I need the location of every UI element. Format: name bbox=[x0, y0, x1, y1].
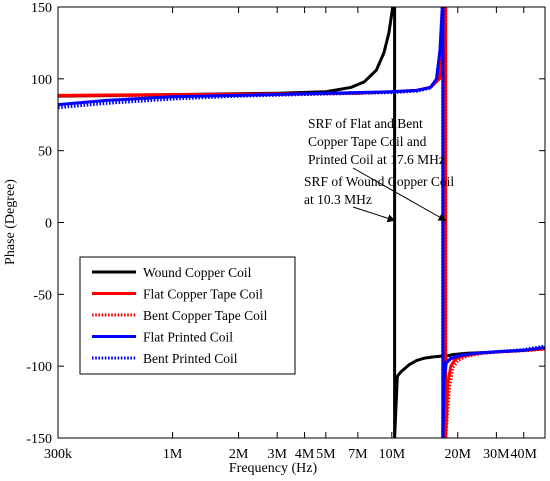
x-tick-label: 300k bbox=[44, 447, 72, 462]
x-tick-label: 5M bbox=[316, 447, 336, 462]
y-tick-label: -50 bbox=[33, 288, 52, 303]
y-axis-ticks: -150 -100 -50 0 50 100 150 bbox=[26, 1, 545, 447]
y-tick-label: -100 bbox=[26, 360, 52, 375]
x-tick-label: 30M bbox=[483, 447, 510, 462]
annotation-1-line-1: SRF of Flat and Bent bbox=[308, 116, 423, 131]
x-axis-label: Frequency (Hz) bbox=[229, 461, 318, 476]
annotation-1-arrow bbox=[352, 167, 447, 221]
x-axis-ticks: 300k 1M 2M 3M 4M 5M 7M 10M 20M 30M 40M bbox=[44, 7, 538, 462]
annotation-2-line-1: SRF of Wound Copper Coil bbox=[304, 174, 454, 189]
y-tick-label: 0 bbox=[45, 217, 52, 232]
legend-label-3: Bent Copper Tape Coil bbox=[143, 308, 268, 323]
legend-label-4: Flat Printed Coil bbox=[143, 330, 233, 345]
y-tick-label: -150 bbox=[26, 432, 52, 447]
series-line-5 bbox=[58, 7, 545, 438]
annotations: SRF of Flat and Bent Copper Tape Coil and… bbox=[304, 116, 454, 223]
legend: Wound Copper Coil Flat Copper Tape Coil Be… bbox=[79, 256, 296, 375]
x-tick-label: 1M bbox=[163, 447, 183, 462]
x-tick-label: 40M bbox=[511, 447, 538, 462]
x-tick-label: 7M bbox=[348, 447, 368, 462]
x-tick-label: 2M bbox=[229, 447, 249, 462]
legend-label-2: Flat Copper Tape Coil bbox=[143, 287, 263, 302]
legend-label-1: Wound Copper Coil bbox=[143, 265, 252, 280]
series-layer bbox=[58, 7, 545, 438]
x-tick-label: 3M bbox=[267, 447, 287, 462]
annotation-2-arrow bbox=[352, 206, 396, 223]
annotation-2-line-2: at 10.3 MHz bbox=[304, 192, 372, 207]
y-tick-label: 100 bbox=[31, 73, 52, 88]
annotation-1-line-2: Copper Tape Coil and bbox=[308, 134, 427, 149]
y-tick-label: 50 bbox=[38, 145, 52, 160]
x-tick-label: 10M bbox=[379, 447, 406, 462]
x-tick-label: 20M bbox=[445, 447, 472, 462]
y-tick-label: 150 bbox=[31, 1, 52, 16]
legend-label-5: Bent Printed Coil bbox=[143, 351, 238, 366]
y-axis-label: Phase (Degree) bbox=[3, 179, 18, 265]
x-tick-label: 4M bbox=[295, 447, 315, 462]
annotation-1-line-3: Printed Coil at 17.6 MHz bbox=[308, 152, 445, 167]
